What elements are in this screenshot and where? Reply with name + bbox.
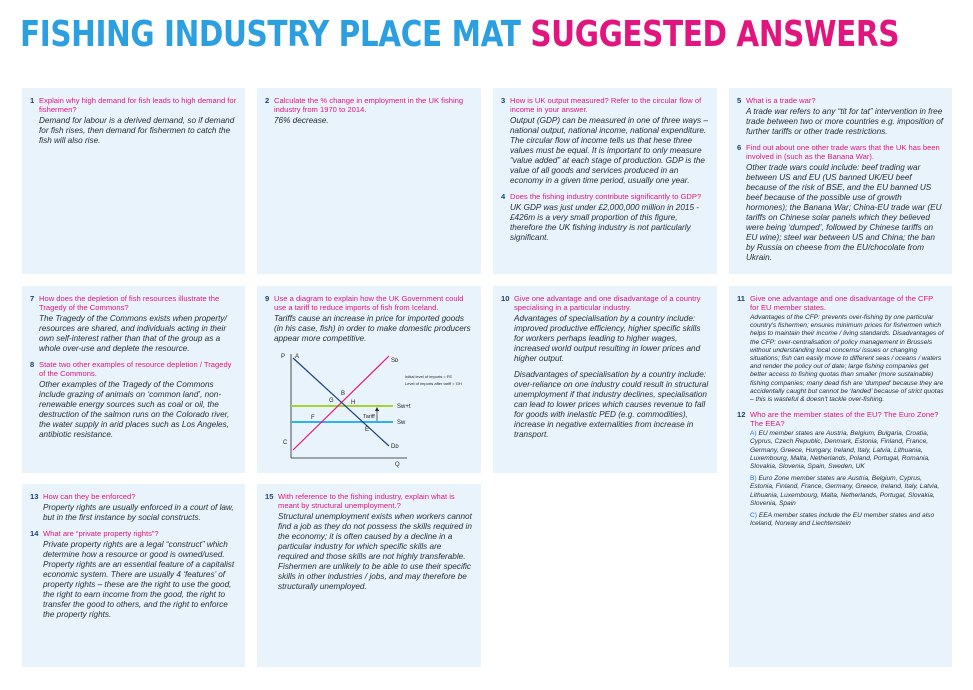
page-title: FISHING INDUSTRY PLACE MAT SUGGESTED ANS… <box>20 14 900 66</box>
label-sw: Sᴡ <box>397 420 406 426</box>
title-main: FISHING INDUSTRY PLACE MAT <box>20 14 521 55</box>
panel-q10: 10 Give one advantage and one disadvantag… <box>493 286 717 473</box>
question-12: 12 Who are the member states of the EU? T… <box>737 410 939 429</box>
question-10: 10 Give one advantage and one disadvantag… <box>501 294 701 312</box>
question-3: 3 How is UK output measured? Refer to the… <box>501 96 702 114</box>
label-b: B <box>341 391 345 397</box>
answer-5: A trade war refers to any “tit for tat” … <box>746 107 944 136</box>
answer-10-advantages: Advantages of specialisation by a countr… <box>514 314 701 363</box>
question-4: 4 Does the fishing industry contribute si… <box>501 192 702 201</box>
label-dd: Dᴅ <box>391 444 399 450</box>
question-13: 13 How can they be enforced? <box>30 492 136 501</box>
question-15: 15 With reference to the fishing industry… <box>265 492 455 510</box>
answer-8: Other examples of the Tragedy of the Com… <box>39 380 230 439</box>
panel-q13-q14: 13 How can they be enforced? Property rig… <box>22 484 245 667</box>
question-11: 11 Give one advantage and one disadvantag… <box>737 294 934 312</box>
answer-4: UK GDP was just under £2,000,000 million… <box>510 203 700 242</box>
question-7: 7 How does the depletion of fish resource… <box>30 294 220 312</box>
answer-1: Demand for labour is a derived demand, s… <box>39 116 235 145</box>
label-g: G <box>329 398 334 404</box>
panel-q3-q4: 3 How is UK output measured? Refer to the… <box>493 88 717 274</box>
question-9: 9 Use a diagram to explain how the UK Gov… <box>265 294 464 312</box>
label-p: P <box>281 354 285 360</box>
question-2: 2 Calculate the % change in employment in… <box>265 96 464 114</box>
panel-q1: 1 Explain why high demand for fish leads … <box>22 88 245 274</box>
panel-q5-q6: 5 What is a trade war? A trade war refers… <box>729 88 952 274</box>
tariff-diagram: P A C Sᴅ Dᴅ Sᴡ+t Sᴡ Tariff G H B F E Q I… <box>281 354 462 468</box>
label-e: E <box>365 427 369 433</box>
label-f: F <box>311 415 315 421</box>
answer-10-disadvantages: Disadvantages of specialisation by a cou… <box>514 370 709 439</box>
answer-2: 76% decrease. <box>274 116 329 125</box>
answer-12-eu: A) EU member states are Austria, Belgium… <box>750 430 930 471</box>
answer-6: Other trade wars could include: beef tra… <box>746 163 942 262</box>
answer-13: Property rights are usually enforced in … <box>43 503 234 522</box>
label-sd: Sᴅ <box>391 358 399 364</box>
question-8: 8 State two other examples of resource de… <box>30 360 232 378</box>
label-sw-t: Sᴡ+t <box>397 404 411 410</box>
panel-q2: 2 Calculate the % change in employment in… <box>257 88 481 274</box>
panel-q11-q12: 11 Give one advantage and one disadvantag… <box>729 286 952 667</box>
question-1: 1 Explain why high demand for fish leads … <box>30 96 237 114</box>
panel-q9: 9 Use a diagram to explain how the UK Gov… <box>257 286 481 473</box>
domestic-supply-curve <box>292 355 390 451</box>
answer-11: Advantages of the CFP: prevents over-fis… <box>750 314 944 404</box>
question-6: 6 Find out about one other trade wars tha… <box>737 143 940 161</box>
answer-7: The Tragedy of the Commons exists when p… <box>39 314 227 353</box>
label-q: Q <box>395 462 400 468</box>
answer-12-eurozone: B) Euro Zone member states are Austria, … <box>750 475 940 507</box>
answer-12-eea: C) EEA member states include the EU memb… <box>750 512 935 528</box>
panel-q15: 15 With reference to the fishing industry… <box>257 484 481 667</box>
panel-q7-q8: 7 How does the depletion of fish resource… <box>22 286 245 473</box>
domestic-demand-curve <box>292 357 390 447</box>
label-h: H <box>351 400 355 406</box>
label-tariff: Tariff <box>363 414 375 420</box>
answer-3: Output (GDP) can be measured in one of t… <box>510 116 708 185</box>
question-14: 14 What are “private property rights”? <box>30 529 159 538</box>
note-initial-imports: Initial level of imports = FE <box>405 374 452 379</box>
answer-15: Structural unemployment exists when work… <box>278 512 472 591</box>
label-c: C <box>283 440 288 446</box>
title-highlight: SUGGESTED ANSWERS <box>530 14 900 55</box>
note-imports-after-tariff: Level of imports after tariff = GH <box>405 381 462 386</box>
tariff-arrowhead <box>375 407 379 411</box>
label-a: A <box>295 354 299 360</box>
question-5: 5 What is a trade war? <box>737 96 816 105</box>
answer-9: Tariffs cause an increase in price for i… <box>274 314 471 343</box>
answer-14: Private property rights are a legal “con… <box>43 540 235 619</box>
